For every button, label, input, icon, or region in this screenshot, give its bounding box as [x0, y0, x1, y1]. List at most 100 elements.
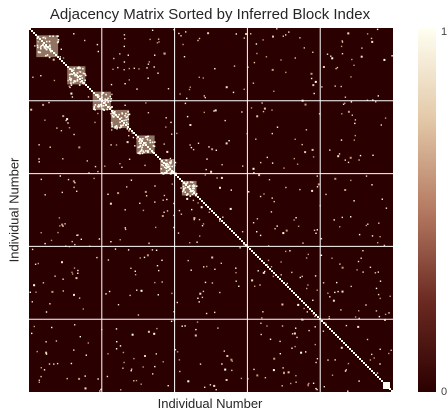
cluster-cell	[105, 93, 107, 96]
heatmap-cell	[365, 175, 368, 177]
diagonal-cell	[107, 106, 109, 108]
heatmap-cell	[224, 119, 226, 122]
heatmap-cell	[230, 189, 232, 191]
heatmap-cell	[263, 107, 266, 110]
heatmap-cell	[295, 381, 297, 383]
cluster-cell	[166, 171, 168, 173]
heatmap-cell	[285, 71, 287, 74]
heatmap-cell	[336, 281, 338, 284]
heatmap-cell	[124, 227, 126, 229]
heatmap-cell	[123, 34, 126, 36]
heatmap-cell	[375, 101, 377, 103]
heatmap-cell	[40, 367, 42, 369]
heatmap-cell	[134, 145, 136, 147]
heatmap-cell	[306, 287, 308, 290]
heatmap-cell	[198, 76, 200, 78]
diagonal-cell	[203, 202, 205, 204]
heatmap-cell	[154, 185, 156, 187]
cluster-cell	[168, 165, 171, 168]
heatmap-cell	[173, 226, 175, 229]
diagonal-cell	[147, 146, 149, 148]
heatmap-cell	[71, 96, 74, 98]
heatmap-cell	[312, 382, 315, 384]
cluster-cell	[139, 150, 142, 152]
cluster-cell	[111, 114, 114, 117]
heatmap-cell	[233, 65, 236, 67]
diagonal-cell	[189, 188, 191, 190]
heatmap-cell	[340, 346, 343, 349]
cluster-cell	[94, 108, 96, 111]
cluster-cell	[70, 84, 73, 86]
heatmap-cell	[273, 200, 275, 203]
diagonal-cell	[291, 290, 293, 292]
heatmap-cell	[390, 349, 392, 351]
diagonal-cell	[57, 56, 59, 58]
diagonal-cell	[321, 320, 323, 322]
heatmap-cell	[60, 48, 62, 50]
heatmap-cell	[280, 261, 282, 263]
heatmap-cell	[144, 355, 146, 357]
heatmap-cell	[252, 222, 255, 224]
heatmap-cell	[304, 151, 307, 154]
heatmap-cell	[320, 238, 323, 240]
heatmap-cell	[257, 270, 259, 272]
diagonal-cell	[29, 28, 31, 30]
diagonal-cell	[275, 274, 277, 276]
heatmap-cell	[374, 272, 377, 274]
diagonal-cell	[217, 216, 219, 218]
heatmap-cell	[247, 378, 249, 380]
colorbar	[418, 28, 436, 392]
heatmap-cell	[316, 175, 318, 177]
heatmap-cell	[377, 293, 380, 296]
heatmap-cell	[185, 31, 187, 33]
heatmap-cell	[94, 165, 97, 168]
diagonal-cell	[325, 324, 327, 326]
heatmap-cell	[262, 39, 264, 41]
heatmap-cell	[40, 75, 42, 77]
cluster-cell	[125, 121, 128, 124]
heatmap-cell	[290, 382, 292, 385]
heatmap-cell	[128, 135, 130, 137]
heatmap-cell	[147, 77, 149, 79]
cluster-cell	[116, 126, 118, 129]
diagonal-cell	[47, 46, 49, 48]
heatmap-cell	[44, 194, 46, 196]
heatmap-cell	[38, 381, 40, 383]
heatmap-cell	[45, 351, 48, 354]
cluster-cell	[93, 108, 95, 110]
heatmap-cell	[311, 148, 314, 151]
diagonal-cell	[245, 244, 247, 246]
diagonal-cell	[161, 160, 163, 162]
heatmap-cell	[339, 263, 341, 265]
diagonal-cell	[213, 212, 215, 214]
cluster-cell	[188, 185, 191, 187]
heatmap-cell	[306, 311, 308, 313]
heatmap-cell	[354, 316, 357, 318]
cluster-cell	[100, 103, 102, 106]
heatmap-cell	[349, 156, 352, 159]
heatmap-cell	[76, 234, 78, 236]
cluster-cell	[127, 114, 130, 116]
diagonal-cell	[75, 74, 77, 76]
cluster-cell	[127, 123, 129, 125]
heatmap-cell	[35, 291, 37, 293]
heatmap-cell	[163, 143, 165, 145]
heatmap-cell	[88, 172, 90, 174]
diagonal-cell	[271, 270, 273, 272]
heatmap-cell	[180, 213, 183, 215]
heatmap-cell	[307, 383, 309, 386]
heatmap-cell	[184, 102, 187, 105]
heatmap-cell	[254, 285, 256, 287]
diagonal-cell	[139, 138, 141, 140]
heatmap-cell	[379, 236, 381, 238]
heatmap-cell	[342, 103, 345, 105]
diagonal-cell	[313, 312, 315, 314]
heatmap-cell	[73, 33, 75, 35]
heatmap-cell	[173, 311, 175, 313]
heatmap-cell	[245, 33, 248, 35]
heatmap-cell	[155, 353, 157, 355]
diagonal-cell	[87, 86, 89, 88]
heatmap-cell	[171, 292, 173, 295]
heatmap-cell	[187, 380, 190, 383]
cluster-cell	[193, 185, 196, 187]
